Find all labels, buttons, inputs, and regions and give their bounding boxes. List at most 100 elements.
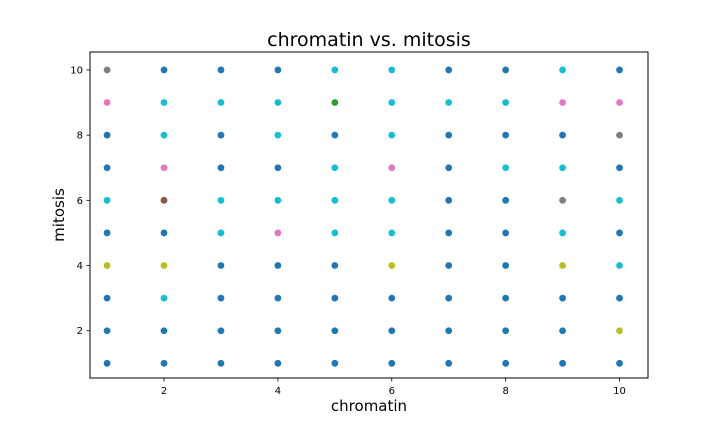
scatter-point [445, 131, 453, 139]
scatter-point [103, 131, 111, 139]
y-axis-label: mitosis [50, 188, 68, 242]
scatter-point [217, 196, 225, 204]
scatter-point [160, 196, 168, 204]
x-tick-label: 6 [389, 386, 395, 397]
scatter-point [160, 66, 168, 74]
scatter-point [217, 164, 225, 172]
scatter-point [559, 164, 566, 172]
scatter-point [103, 294, 111, 302]
chart-title: chromatin vs. mitosis [267, 29, 471, 51]
scatter-point [445, 66, 453, 74]
scatter-point [160, 131, 168, 139]
scatter-point [559, 359, 566, 367]
scatter-point [445, 164, 453, 172]
scatter-point [331, 327, 339, 335]
scatter-point [445, 262, 453, 269]
scatter-point [331, 66, 339, 74]
scatter-point [616, 164, 623, 172]
scatter-point [331, 294, 339, 302]
scatter-point [559, 294, 566, 302]
scatter-point [103, 196, 111, 204]
scatter-point [388, 196, 396, 204]
scatter-point [274, 164, 282, 172]
scatter-point [160, 262, 168, 269]
scatter-point [274, 196, 282, 204]
scatter-point [274, 327, 282, 335]
scatter-point [331, 359, 339, 367]
plot-frame [89, 51, 649, 379]
scatter-point [160, 99, 168, 106]
scatter-point [331, 131, 339, 139]
scatter-point [103, 66, 111, 74]
scatter-point [445, 359, 453, 367]
points-layer [103, 66, 623, 367]
scatter-point [559, 262, 566, 269]
scatter-point [502, 229, 510, 237]
y-tick-label: 10 [70, 65, 83, 76]
scatter-point [331, 196, 339, 204]
y-tick-label: 8 [77, 131, 83, 142]
scatter-point [559, 327, 566, 335]
scatter-point [103, 99, 111, 106]
scatter-point [445, 196, 453, 204]
scatter-point [217, 66, 225, 74]
scatter-point [331, 164, 339, 172]
scatter-point [616, 66, 623, 74]
scatter-point [217, 229, 225, 237]
scatter-point [559, 131, 566, 139]
scatter-point [388, 327, 396, 335]
scatter-point [274, 262, 282, 269]
x-tick-label: 10 [613, 386, 626, 397]
scatter-point [388, 99, 396, 106]
scatter-point [160, 359, 168, 367]
scatter-point [502, 294, 510, 302]
scatter-point [502, 196, 510, 204]
scatter-point [331, 262, 339, 269]
x-tick-label: 8 [502, 386, 508, 397]
scatter-point [331, 229, 339, 237]
scatter-point [160, 164, 168, 172]
scatter-point [217, 327, 225, 335]
scatter-point [388, 359, 396, 367]
scatter-point [559, 99, 566, 106]
scatter-point [502, 99, 510, 106]
scatter-point [217, 99, 225, 106]
scatter-point [616, 196, 623, 204]
scatter-point [274, 294, 282, 302]
scatter-point [388, 294, 396, 302]
scatter-point [274, 99, 282, 106]
y-tick-label: 6 [77, 196, 83, 207]
scatter-point [217, 294, 225, 302]
ticks-layer: 2 4 6 8 10 2 4 6 8 10 [70, 65, 626, 397]
scatter-point [502, 262, 510, 269]
x-axis-label: chromatin [331, 397, 407, 415]
scatter-point [103, 229, 111, 237]
x-tick-label: 4 [275, 386, 281, 397]
scatter-point [616, 262, 623, 269]
scatter-point [217, 131, 225, 139]
scatter-point [160, 294, 168, 302]
scatter-point [160, 327, 168, 335]
scatter-point [616, 294, 623, 302]
scatter-point [331, 99, 339, 106]
scatter-point [616, 131, 623, 139]
scatter-point [502, 164, 510, 172]
scatter-point [217, 262, 225, 269]
scatter-point [559, 229, 566, 237]
scatter-point [502, 327, 510, 335]
scatter-point [160, 229, 168, 237]
y-tick-label: 2 [77, 326, 83, 337]
scatter-point [616, 99, 623, 106]
scatter-point [559, 66, 566, 74]
scatter-point [388, 131, 396, 139]
scatter-point [445, 327, 453, 335]
scatter-point [274, 229, 282, 237]
x-tick-label: 2 [161, 386, 167, 397]
scatter-point [388, 262, 396, 269]
scatter-point [388, 66, 396, 74]
scatter-point [274, 131, 282, 139]
scatter-point [616, 359, 623, 367]
scatter-point [616, 229, 623, 237]
scatter-point [445, 99, 453, 106]
